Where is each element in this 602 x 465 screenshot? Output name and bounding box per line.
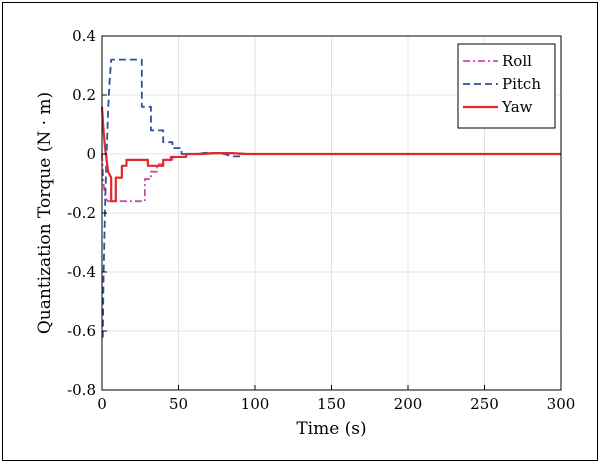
x-tick-label: 150: [317, 395, 346, 413]
y-tick-label: -0.4: [67, 263, 96, 281]
series-line-yaw: [100, 106, 561, 203]
y-tick-label: 0: [86, 145, 96, 163]
x-tick-label: 250: [470, 395, 499, 413]
legend-label-pitch: Pitch: [502, 75, 541, 93]
series-line-pitch: [101, 58, 561, 338]
x-tick-label: 50: [169, 395, 188, 413]
legend-box: [457, 43, 556, 129]
y-tick-label: 0.4: [72, 27, 96, 45]
y-tick-label: -0.8: [67, 381, 96, 399]
legend: Roll Pitch Yaw: [457, 43, 556, 129]
x-tick-label: 300: [547, 395, 576, 413]
y-axis-label: Quantization Torque (N · m): [35, 92, 55, 334]
legend-label-yaw: Yaw: [501, 98, 533, 116]
x-tick-label: 100: [241, 395, 270, 413]
y-tick-label: 0.2: [72, 86, 96, 104]
x-tick-label: 200: [394, 395, 423, 413]
x-axis-label: Time (s): [296, 419, 366, 439]
x-tick-label: 0: [97, 395, 107, 413]
axis-ticks: 0 50 100 150 200 250 300 0.4 0.2 0 -0.2 -0.4 -0.6 -0.…: [67, 27, 575, 413]
y-tick-label: -0.2: [67, 204, 96, 222]
legend-label-roll: Roll: [502, 52, 532, 70]
series-lines: [100, 58, 561, 338]
y-tick-label: -0.6: [67, 322, 96, 340]
